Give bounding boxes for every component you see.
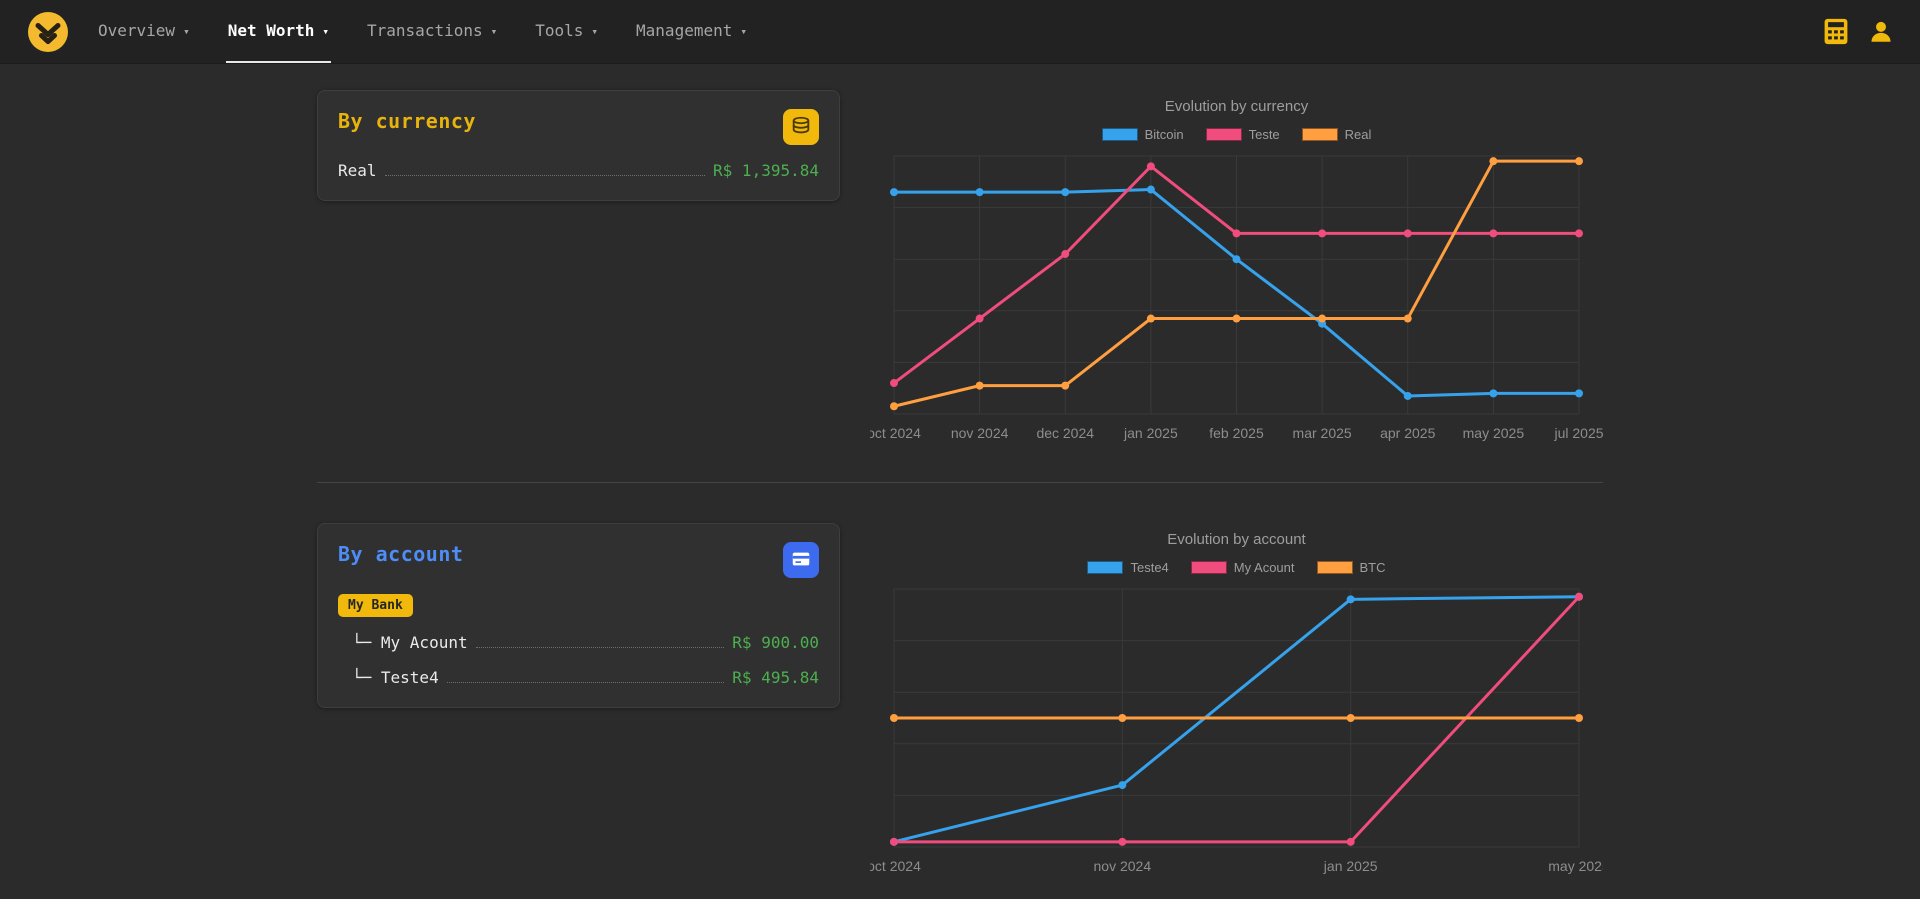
nav-item-label: Tools xyxy=(535,21,584,40)
coins-icon xyxy=(790,115,812,140)
nav-item-transactions[interactable]: Transactions ▾ xyxy=(365,0,499,63)
section-divider xyxy=(317,482,1603,483)
nav-item-net-worth[interactable]: Net Worth ▾ xyxy=(225,0,332,63)
nav-item-label: Net Worth xyxy=(227,21,315,40)
legend-swatch xyxy=(1301,128,1338,141)
svg-text:may 2025: may 2025 xyxy=(1548,858,1603,874)
app-logo[interactable] xyxy=(26,10,70,54)
coins-icon-button[interactable] xyxy=(783,109,819,145)
legend-label: Real xyxy=(1344,127,1372,142)
calculator-icon[interactable] xyxy=(1824,18,1848,45)
svg-text:jul 2025: jul 2025 xyxy=(1553,425,1603,441)
chart-legend: Teste4 My Acount BTC xyxy=(870,560,1603,575)
account-row-my-acount: └─ My Acount R$ 900.00 xyxy=(338,633,819,652)
legend-swatch xyxy=(1101,128,1138,141)
svg-text:nov 2024: nov 2024 xyxy=(1094,858,1152,874)
dotted-leader xyxy=(446,682,725,683)
currency-label: Real xyxy=(338,161,377,180)
svg-text:nov 2024: nov 2024 xyxy=(951,425,1009,441)
svg-text:dec 2024: dec 2024 xyxy=(1036,425,1094,441)
currency-card: By currency xyxy=(317,90,840,201)
account-row-teste4: └─ Teste4 R$ 495.84 xyxy=(338,668,819,687)
currency-card-title: By currency xyxy=(338,109,476,133)
currency-section: By currency xyxy=(317,90,1603,448)
chart-title: Evolution by currency xyxy=(1164,98,1309,115)
legend-item-bitcoin[interactable]: Bitcoin xyxy=(1101,127,1184,142)
account-value: R$ 900.00 xyxy=(732,633,819,652)
credit-card-icon xyxy=(790,548,812,573)
svg-text:jan 2025: jan 2025 xyxy=(1123,425,1178,441)
legend-swatch xyxy=(1205,128,1242,141)
legend-swatch xyxy=(1316,561,1353,574)
account-chart-canvas[interactable]: oct 2024 nov 2024 jan 2025 may 2025 xyxy=(870,581,1603,881)
account-value: R$ 495.84 xyxy=(732,668,819,687)
chart-legend: Bitcoin Teste Real xyxy=(870,127,1603,142)
user-icon[interactable] xyxy=(1868,19,1894,45)
nav-item-tools[interactable]: Tools ▾ xyxy=(533,0,600,63)
nav-item-label: Transactions xyxy=(367,21,483,40)
legend-item-btc[interactable]: BTC xyxy=(1316,560,1386,575)
chevron-down-icon: ▾ xyxy=(740,25,747,38)
nav-item-overview[interactable]: Overview ▾ xyxy=(96,0,192,63)
legend-label: Teste xyxy=(1248,127,1280,142)
legend-swatch xyxy=(1190,561,1227,574)
app-logo-icon xyxy=(28,11,68,52)
chart-title: Evolution by account xyxy=(1167,531,1306,548)
currency-chart-canvas[interactable]: oct 2024 nov 2024 dec 2024 jan 2025 feb 2025… xyxy=(870,148,1603,448)
legend-label: Bitcoin xyxy=(1144,127,1184,142)
account-card-title: By account xyxy=(338,542,464,566)
account-label: └─ My Acount xyxy=(352,633,468,652)
account-card: By account My Bank └─ My Acount xyxy=(317,523,840,708)
svg-text:oct 2024: oct 2024 xyxy=(870,858,921,874)
main-content: By currency xyxy=(317,64,1603,881)
navbar-actions xyxy=(1824,18,1894,45)
nav-item-label: Overview xyxy=(98,21,176,40)
chevron-down-icon: ▾ xyxy=(183,25,190,38)
legend-item-teste[interactable]: Teste xyxy=(1205,127,1280,142)
legend-label: My Acount xyxy=(1233,560,1295,575)
bank-group-badge[interactable]: My Bank xyxy=(338,594,413,617)
svg-text:mar 2025: mar 2025 xyxy=(1293,425,1352,441)
svg-text:feb 2025: feb 2025 xyxy=(1209,425,1264,441)
currency-row-real: Real R$ 1,395.84 xyxy=(338,161,819,180)
account-chart: Evolution by account Teste4 My Acount BTC … xyxy=(870,531,1603,881)
svg-text:may 2025: may 2025 xyxy=(1463,425,1525,441)
chevron-down-icon: ▾ xyxy=(322,25,330,38)
main-nav: Overview ▾ Net Worth ▾ Transactions ▾ To… xyxy=(96,0,749,63)
bank-icon-button[interactable] xyxy=(783,542,819,578)
legend-swatch xyxy=(1087,561,1124,574)
legend-item-my-acount[interactable]: My Acount xyxy=(1190,560,1295,575)
svg-text:oct 2024: oct 2024 xyxy=(870,425,921,441)
currency-value: R$ 1,395.84 xyxy=(713,161,819,180)
legend-label: Teste4 xyxy=(1130,560,1169,575)
navbar: Overview ▾ Net Worth ▾ Transactions ▾ To… xyxy=(0,0,1920,64)
nav-item-label: Management xyxy=(636,21,733,40)
legend-item-real[interactable]: Real xyxy=(1301,127,1372,142)
account-label: └─ Teste4 xyxy=(352,668,439,687)
chevron-down-icon: ▾ xyxy=(591,25,599,38)
chevron-down-icon: ▾ xyxy=(490,25,498,38)
svg-text:apr 2025: apr 2025 xyxy=(1380,425,1435,441)
currency-chart: Evolution by currency Bitcoin Teste Real o… xyxy=(870,98,1603,448)
account-section: By account My Bank └─ My Acount xyxy=(317,523,1603,881)
svg-text:jan 2025: jan 2025 xyxy=(1323,858,1378,874)
legend-item-teste4[interactable]: Teste4 xyxy=(1087,560,1169,575)
dotted-leader xyxy=(384,175,706,176)
legend-label: BTC xyxy=(1359,560,1386,575)
dotted-leader xyxy=(475,647,725,648)
nav-item-management[interactable]: Management ▾ xyxy=(634,0,749,63)
